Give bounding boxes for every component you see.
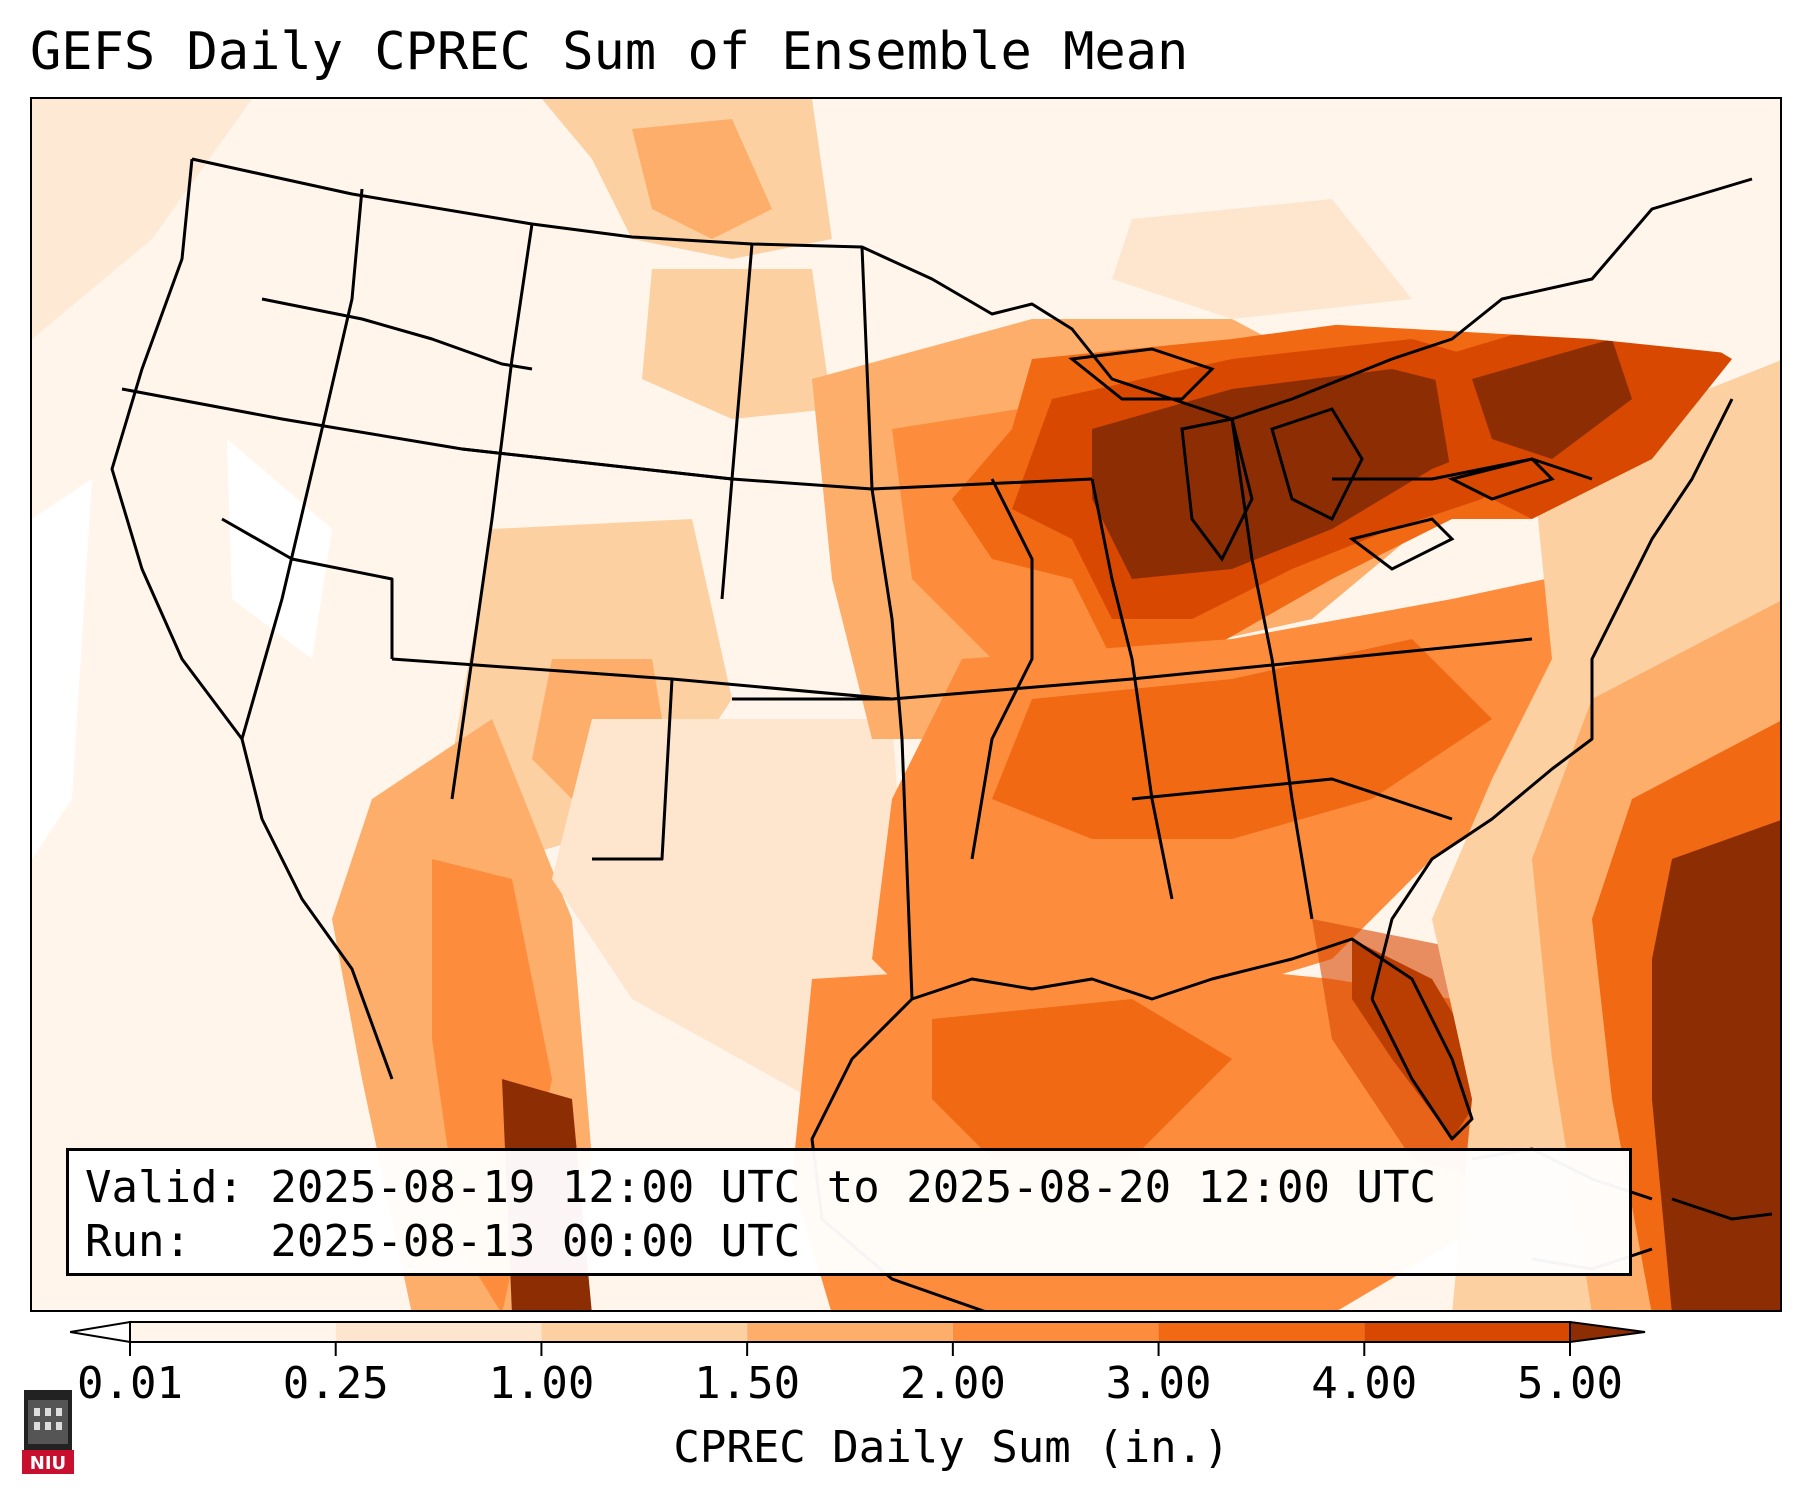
colorbar-label: CPREC Daily Sum (in.) <box>673 1422 1230 1473</box>
colorbar-tick-label: 5.00 <box>1517 1358 1623 1409</box>
field-tennessee <box>992 639 1492 839</box>
valid-run-box: Valid: 2025-08-19 12:00 UTC to 2025-08-2… <box>66 1148 1632 1276</box>
map-title: GEFS Daily CPREC Sum of Ensemble Mean <box>30 22 1189 82</box>
colorbar-extend-low <box>70 1320 131 1344</box>
field-atlantic-max <box>1652 820 1780 1310</box>
logo-text: NIU <box>30 1453 66 1474</box>
field-greatlakes-max <box>1092 369 1532 579</box>
field-pacific-white <box>32 479 92 859</box>
field-canada-band <box>1112 199 1412 319</box>
colorbar-tick-label: 2.00 <box>899 1358 1006 1409</box>
colorbar <box>70 1320 1646 1356</box>
colorbar-segment <box>130 1322 336 1342</box>
colorbar-tick-label: 1.50 <box>694 1358 801 1409</box>
niu-logo-icon: NIU <box>22 1390 74 1474</box>
colorbar-segment <box>952 1322 1159 1342</box>
colorbar-tick-label: 0.25 <box>282 1358 389 1409</box>
colorbar-tick-label: 3.00 <box>1105 1358 1212 1409</box>
field-nevada-white <box>227 439 332 659</box>
field-north-plains-core <box>632 119 772 239</box>
map-panel <box>30 97 1782 1312</box>
colorbar-segment <box>1364 1322 1570 1342</box>
colorbar-segment <box>1158 1322 1365 1342</box>
run-line: Run: 2025-08-13 00:00 UTC <box>85 1216 801 1267</box>
colorbar-tick-label: 0.01 <box>77 1358 183 1409</box>
valid-line: Valid: 2025-08-19 12:00 UTC to 2025-08-2… <box>85 1162 1437 1213</box>
colorbar-segment <box>747 1322 953 1342</box>
colorbar-extend-high <box>1569 1320 1646 1344</box>
field-northeast-max <box>1472 339 1632 459</box>
state-boundaries <box>110 157 1753 1310</box>
precip-map <box>32 99 1780 1310</box>
great-lakes <box>1068 347 1555 571</box>
colorbar-segment <box>335 1322 542 1342</box>
colorbar-tick-label: 1.00 <box>488 1358 595 1409</box>
field-gulf-core <box>932 999 1232 1159</box>
colorbar-segment <box>541 1322 748 1342</box>
field-dakota <box>642 269 832 419</box>
colorbar-tick-label: 4.00 <box>1311 1358 1418 1409</box>
